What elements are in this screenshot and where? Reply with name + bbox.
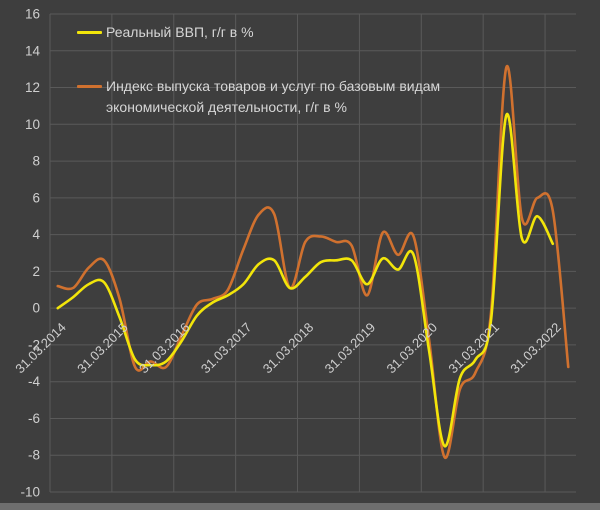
legend-marker-base-output-index-line-icon bbox=[77, 85, 102, 88]
y-axis-tick-label: 16 bbox=[25, 7, 40, 22]
y-axis-tick-label: -10 bbox=[20, 485, 40, 500]
y-axis-tick-label: -6 bbox=[28, 411, 40, 426]
x-axis-tick-label: 31.03.2014 bbox=[12, 320, 69, 377]
x-axis-tick-label: 31.03.2017 bbox=[198, 320, 255, 377]
y-axis-tick-label: 12 bbox=[25, 80, 40, 95]
x-axis-tick-label: 31.03.2019 bbox=[322, 320, 379, 377]
legend: Реальный ВВП, г/г в % Индекс выпуска тов… bbox=[75, 22, 535, 118]
y-axis-tick-label: 2 bbox=[32, 264, 40, 279]
y-axis-tick-label: 6 bbox=[32, 190, 40, 205]
legend-item-real-gdp: Реальный ВВП, г/г в % bbox=[75, 22, 535, 43]
legend-item-base-output-index: Индекс выпуска товаров и услуг по базовы… bbox=[75, 76, 535, 118]
legend-marker-real-gdp-line-icon bbox=[77, 31, 102, 34]
y-axis-tick-label: 4 bbox=[32, 227, 40, 242]
y-axis-tick-label: -8 bbox=[28, 448, 40, 463]
y-axis-tick-label: -2 bbox=[28, 337, 40, 352]
y-axis-tick-label: 10 bbox=[25, 117, 40, 132]
legend-label-base-output-index: Индекс выпуска товаров и услуг по базовы… bbox=[106, 78, 441, 115]
y-axis-tick-label: -4 bbox=[28, 374, 40, 389]
legend-label-real-gdp: Реальный ВВП, г/г в % bbox=[106, 24, 254, 40]
series-line-real-gdp bbox=[56, 112, 555, 448]
x-axis-tick-label: 31.03.2018 bbox=[260, 320, 317, 377]
y-axis-tick-label: 8 bbox=[32, 154, 40, 169]
y-axis-tick-label: 0 bbox=[32, 301, 40, 316]
x-axis-tick-label: 31.03.2022 bbox=[507, 320, 564, 377]
y-axis-tick-label: 14 bbox=[25, 43, 41, 58]
x-axis-tick-label: 31.03.2021 bbox=[445, 320, 502, 377]
x-axis-tick-label: 31.03.2015 bbox=[74, 320, 131, 377]
series-line-base-output-index bbox=[56, 64, 570, 459]
window-bottom-edge bbox=[0, 503, 600, 510]
